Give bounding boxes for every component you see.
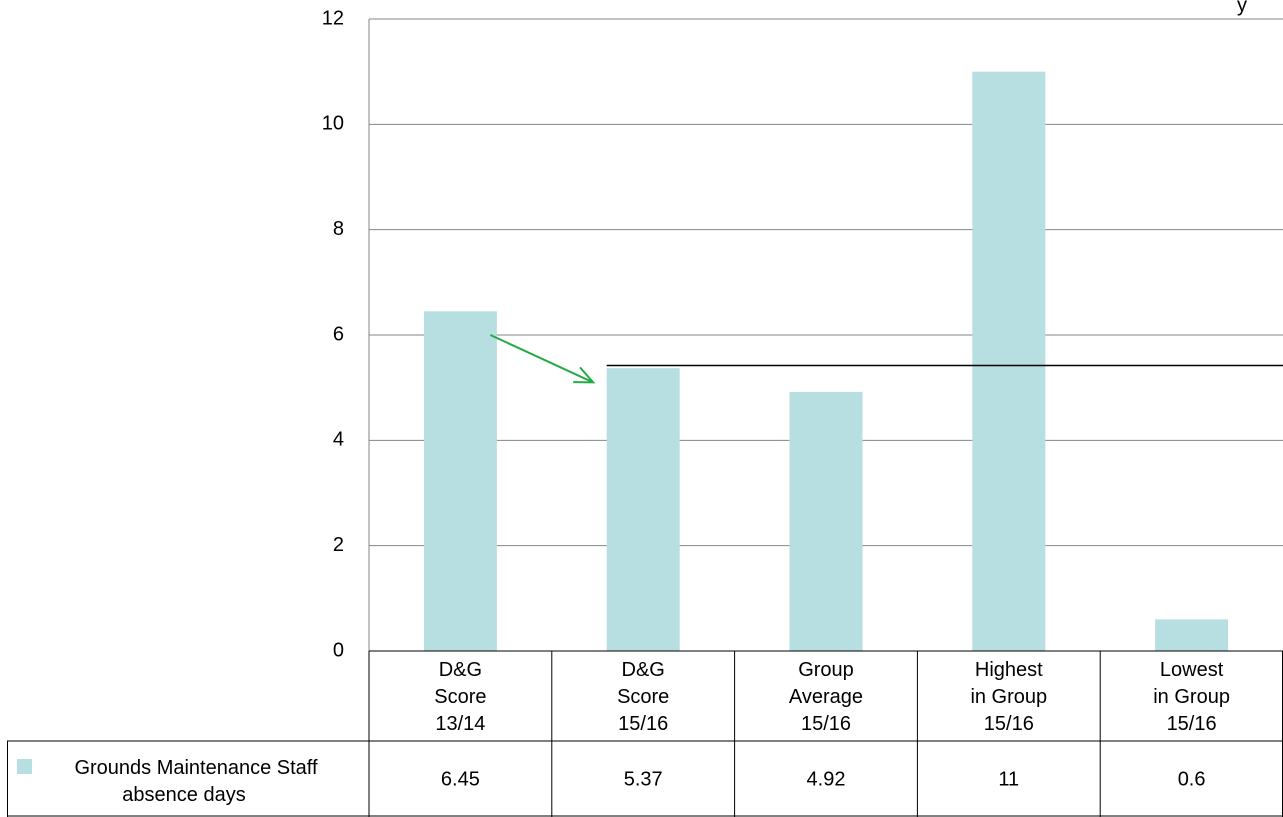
table-value-cell: 5.37 bbox=[624, 768, 663, 790]
bars-layer bbox=[424, 72, 1228, 651]
bar bbox=[972, 72, 1045, 651]
table-value-cell: 4.92 bbox=[807, 768, 846, 790]
bar bbox=[790, 392, 863, 651]
legend-label: Grounds Maintenance Staff absence days bbox=[74, 757, 318, 806]
bar bbox=[424, 311, 497, 651]
y-tick-label: 2 bbox=[333, 534, 344, 556]
legend-swatch bbox=[17, 759, 32, 774]
y-tick-label: 12 bbox=[322, 7, 344, 29]
data-table: D&G Score 13/14 D&G Score 15/16 Group Average 15… bbox=[7, 651, 1283, 817]
bar bbox=[1155, 619, 1228, 651]
y-tick-label: 10 bbox=[322, 113, 344, 135]
y-tick-label: 6 bbox=[333, 323, 344, 345]
category-label: Lowest in Group 15/16 bbox=[1153, 659, 1230, 735]
annotation-arrow bbox=[490, 335, 593, 382]
category-label: Group Average 15/16 bbox=[789, 659, 863, 735]
table-value-cell: 6.45 bbox=[441, 768, 480, 790]
category-label: D&G Score 13/14 bbox=[434, 659, 486, 735]
y-tick-label: 4 bbox=[333, 429, 344, 451]
title-layer: y bbox=[1237, 0, 1247, 16]
y-tick-label: 8 bbox=[333, 218, 344, 240]
chart-title-fragment: y bbox=[1237, 0, 1247, 16]
y-tick-label: 0 bbox=[333, 639, 344, 661]
category-label: D&G Score 15/16 bbox=[617, 659, 669, 735]
table-value-cell: 0.6 bbox=[1178, 768, 1206, 790]
bar bbox=[607, 368, 680, 651]
table-value-cell: 11 bbox=[998, 768, 1019, 790]
category-label: Highest in Group 15/16 bbox=[970, 659, 1047, 735]
